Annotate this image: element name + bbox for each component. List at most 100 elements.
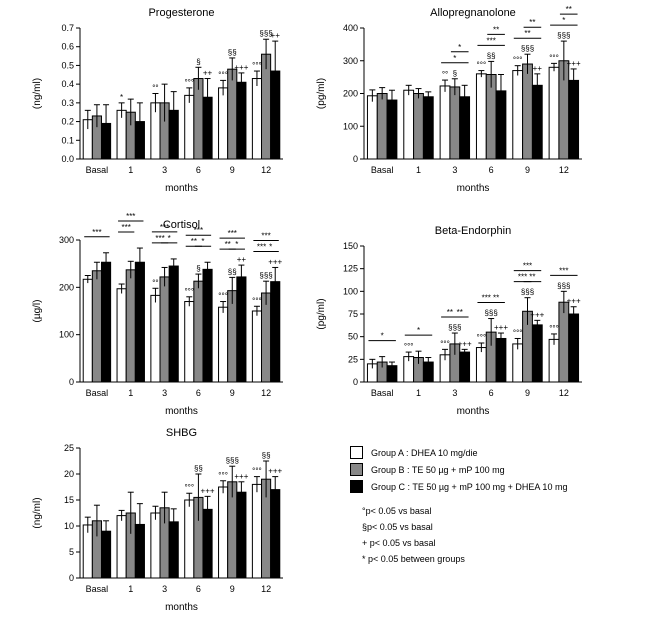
- significance-mark: §§§: [521, 288, 534, 297]
- significance-mark: §§§: [448, 323, 461, 332]
- bar-group-b: [261, 53, 272, 160]
- comparison-mark: *: [453, 54, 456, 63]
- group-a-label: Group A : DHEA 10 mg/die: [371, 447, 478, 458]
- significance-mark: °°°: [404, 342, 414, 351]
- significance-mark: §§§: [259, 29, 272, 38]
- comparison-mark: ***: [523, 262, 532, 271]
- chart-cortisol: Cortisol 0 100 200 300 (µg/l) Basal 1 3 6 9 12 month…: [32, 212, 283, 417]
- y-tick-label: 0: [69, 573, 74, 583]
- bar-group-b: [227, 68, 238, 160]
- significance-mark: §§§: [521, 44, 534, 53]
- comparison-mark: ***: [194, 226, 203, 235]
- x-tick-label: 3: [162, 165, 167, 175]
- significance-mark: §§§: [259, 271, 272, 280]
- y-tick-label: 25: [348, 354, 358, 364]
- comparison-mark: **: [566, 5, 572, 14]
- x-tick-label: 1: [128, 388, 133, 398]
- significance-mark: +++: [567, 59, 581, 68]
- bar-group-a: [116, 515, 127, 579]
- significance-mark: §§: [228, 267, 237, 276]
- bar-group-c: [568, 79, 580, 160]
- x-tick-label: 9: [230, 165, 235, 175]
- y-tick-label: 20: [64, 469, 74, 479]
- y-tick-label: 100: [343, 121, 358, 131]
- x-tick-label: 9: [230, 388, 235, 398]
- significance-mark: °°°: [252, 296, 262, 305]
- comparison-mark: ***: [482, 294, 491, 303]
- y-tick-label: 50: [348, 332, 358, 342]
- significance-mark: °°°: [513, 56, 523, 65]
- x-tick-label: Basal: [86, 165, 109, 175]
- x-tick-label: Basal: [86, 584, 109, 594]
- bar-group-a: [184, 301, 195, 383]
- significance-mark: °°°: [252, 467, 262, 476]
- bar-group-a: [548, 338, 560, 383]
- comparison-mark: ***: [122, 223, 131, 232]
- bar-group-a: [403, 89, 415, 160]
- x-tick-label: 12: [261, 584, 271, 594]
- bar-group-a: [218, 306, 229, 383]
- y-tick-label: 25: [64, 443, 74, 453]
- bar-group-a: [218, 486, 229, 579]
- x-tick-label: 1: [416, 388, 421, 398]
- bar-group-b: [125, 269, 136, 383]
- comparison-mark: **: [191, 237, 197, 246]
- bar-group-c: [531, 324, 543, 383]
- x-tick-label: 3: [452, 388, 457, 398]
- significance-mark: ++: [533, 64, 543, 73]
- significance-mark: §§§: [557, 281, 570, 290]
- x-tick-label: Basal: [86, 388, 109, 398]
- chart-allopregnanolone: Allopregnanolone 0 100 200 300 400 (pg/ml) Basa…: [316, 5, 582, 194]
- x-tick-label: 6: [489, 388, 494, 398]
- note-degree: °p< 0.05 vs basal: [362, 506, 432, 516]
- y-tick-label: 0.5: [61, 60, 74, 70]
- bar-group-c: [236, 491, 247, 579]
- significance-mark: §§: [262, 451, 271, 460]
- x-tick-label: 12: [261, 388, 271, 398]
- bar-group-c: [270, 281, 281, 383]
- y-axis-label: (µg/l): [32, 300, 43, 323]
- legend-item-group-a: Group A : DHEA 10 mg/die: [350, 444, 645, 461]
- significance-mark: °°°: [513, 328, 523, 337]
- significance-mark: °°°: [477, 61, 487, 70]
- significance-mark: +++: [268, 257, 282, 266]
- x-axis-label: months: [165, 602, 198, 613]
- bar-group-c: [270, 489, 281, 579]
- significance-mark: +++: [234, 63, 248, 72]
- chart-title: Cortisol: [163, 219, 200, 231]
- bar-group-a: [251, 310, 263, 383]
- legend: Group A : DHEA 10 mg/die Group B : TE 50…: [350, 444, 645, 567]
- significance-mark: °°°: [218, 292, 228, 301]
- significance-mark: §§§: [226, 456, 239, 465]
- bar-group-b: [558, 301, 570, 383]
- chart-title: Beta-Endorphin: [435, 225, 511, 237]
- x-tick-label: 9: [525, 165, 530, 175]
- x-tick-label: 3: [162, 388, 167, 398]
- comparison-mark: *: [458, 43, 461, 52]
- bar-group-a: [184, 94, 195, 160]
- significance-mark: °°°: [440, 339, 450, 348]
- x-tick-label: 12: [261, 165, 271, 175]
- bar-group-b: [376, 93, 388, 160]
- bar-group-a: [439, 85, 451, 160]
- significance-notes: °p< 0.05 vs basal §p< 0.05 vs basal + p<…: [362, 503, 645, 567]
- x-axis-label: months: [165, 406, 198, 417]
- legend-item-group-b: Group B : TE 50 µg + mP 100 mg: [350, 461, 645, 478]
- bar-group-b: [449, 86, 461, 160]
- y-tick-label: 100: [343, 286, 358, 296]
- significance-mark: +++: [530, 310, 544, 319]
- x-tick-label: 3: [452, 165, 457, 175]
- comparison-mark: **: [457, 308, 463, 317]
- y-axis-label: (pg/ml): [316, 78, 327, 109]
- bar-group-c: [236, 276, 247, 383]
- y-tick-label: 0.4: [61, 79, 74, 89]
- significance-mark: °°°: [477, 333, 487, 342]
- bar-group-a: [150, 294, 161, 383]
- y-tick-label: 0.1: [61, 135, 74, 145]
- x-tick-label: 12: [559, 388, 569, 398]
- y-tick-label: 0.3: [61, 98, 74, 108]
- x-tick-label: 12: [559, 165, 569, 175]
- significance-mark: §: [196, 57, 200, 66]
- bar-group-c: [495, 337, 507, 383]
